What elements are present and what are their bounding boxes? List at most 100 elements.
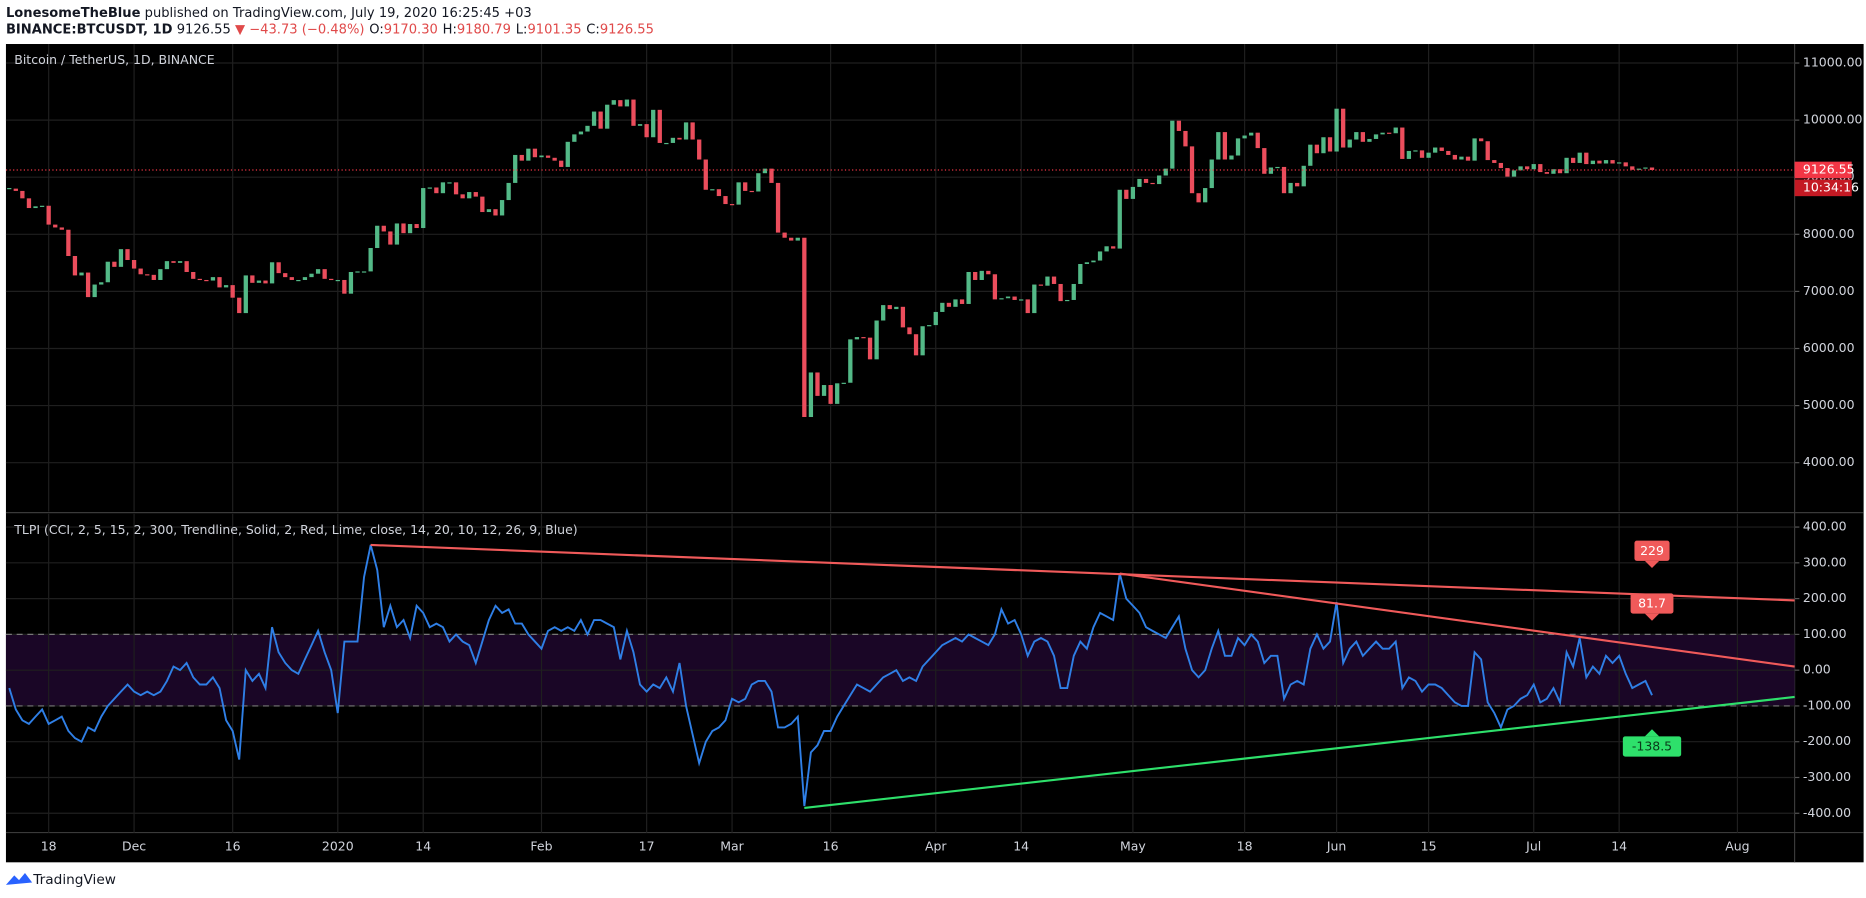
x-tick-label: 14 — [1013, 838, 1029, 853]
candle — [1544, 172, 1550, 174]
candle — [131, 259, 137, 269]
candle — [841, 382, 846, 384]
candle — [605, 104, 610, 129]
ohlc-value: 9170.30 — [384, 22, 438, 37]
candle — [1413, 150, 1418, 152]
candle — [598, 111, 603, 129]
candle — [1275, 166, 1280, 169]
candle — [1235, 138, 1241, 156]
candle — [440, 182, 446, 194]
candle — [1538, 164, 1543, 173]
candle — [1327, 137, 1333, 152]
candle — [1472, 138, 1477, 161]
candle — [1157, 175, 1162, 185]
y-tick-label: -400.00 — [1803, 805, 1851, 820]
candle — [1281, 166, 1287, 194]
candle — [1084, 262, 1090, 264]
ohlc-value: 9180.79 — [457, 22, 511, 37]
candle — [861, 337, 866, 339]
candle — [1380, 132, 1385, 135]
candle — [769, 168, 774, 183]
candle — [979, 270, 984, 280]
candle — [1387, 132, 1392, 134]
candle — [66, 229, 71, 257]
candle — [986, 270, 991, 275]
candle — [289, 277, 294, 280]
candle — [1091, 260, 1096, 263]
candle — [20, 190, 25, 199]
candle — [99, 282, 104, 285]
x-tick-label: 16 — [823, 838, 839, 853]
candle — [171, 261, 176, 263]
candle — [138, 268, 143, 275]
candle — [920, 326, 925, 356]
candle — [184, 261, 189, 272]
candle — [775, 182, 781, 233]
candle — [1163, 168, 1168, 176]
candle — [795, 237, 800, 241]
x-tick-label: 18 — [41, 838, 57, 853]
candle — [815, 372, 820, 396]
candle — [1143, 178, 1149, 183]
candle — [460, 194, 465, 199]
candle — [421, 188, 426, 229]
candle — [276, 262, 281, 274]
candle — [1012, 296, 1017, 300]
candle — [1393, 127, 1398, 134]
candle — [1571, 157, 1576, 163]
candle — [1038, 284, 1044, 286]
candle — [1045, 276, 1050, 286]
candle — [940, 302, 945, 312]
candle — [217, 277, 222, 288]
candle — [1104, 246, 1109, 252]
candle — [789, 237, 794, 241]
candle — [1630, 166, 1635, 170]
candle — [539, 155, 544, 158]
candle — [881, 305, 886, 321]
tv-logo — [5, 873, 33, 885]
y-tick-label: 4000.00 — [1803, 454, 1855, 469]
candle — [1439, 147, 1444, 151]
y-tick-label: -200.00 — [1803, 733, 1851, 748]
trend-label: -138.5 — [1632, 739, 1672, 754]
last: 9126.55 — [177, 22, 231, 37]
candle — [591, 111, 597, 126]
candle — [164, 261, 170, 270]
candle — [1308, 144, 1313, 166]
y-tick-label: 0.00 — [1803, 662, 1831, 677]
trendline — [1119, 572, 1795, 668]
cci-line — [8, 544, 1653, 807]
candle — [933, 311, 938, 326]
candle — [723, 196, 728, 205]
candle — [1636, 168, 1642, 170]
candle — [256, 280, 262, 283]
candle — [1479, 138, 1484, 142]
candle — [854, 337, 860, 340]
candle — [335, 279, 340, 282]
candle — [585, 125, 590, 132]
candle — [1051, 276, 1057, 284]
candle — [368, 248, 373, 272]
candle — [1183, 130, 1188, 147]
candle — [1288, 182, 1293, 194]
last-price-label: 9126.55 — [1803, 161, 1855, 176]
chart-background — [5, 44, 1864, 863]
candle — [867, 337, 873, 360]
trend-label-box — [1630, 593, 1674, 614]
trendline — [804, 695, 1795, 809]
candle — [1525, 166, 1530, 170]
ohlc-value: 9126.55 — [600, 22, 654, 37]
x-tick-label: Aug — [1725, 838, 1749, 853]
y-tick-label: 8000.00 — [1803, 226, 1855, 241]
candle — [112, 261, 117, 267]
candle — [1649, 167, 1655, 170]
candle — [513, 154, 518, 183]
candle — [545, 155, 551, 158]
candle — [283, 273, 288, 278]
x-tick-label: 16 — [225, 838, 241, 853]
candle — [427, 187, 432, 189]
countdown-box — [1794, 179, 1852, 197]
candle — [578, 131, 584, 135]
candle — [624, 99, 630, 107]
candle — [361, 271, 367, 273]
